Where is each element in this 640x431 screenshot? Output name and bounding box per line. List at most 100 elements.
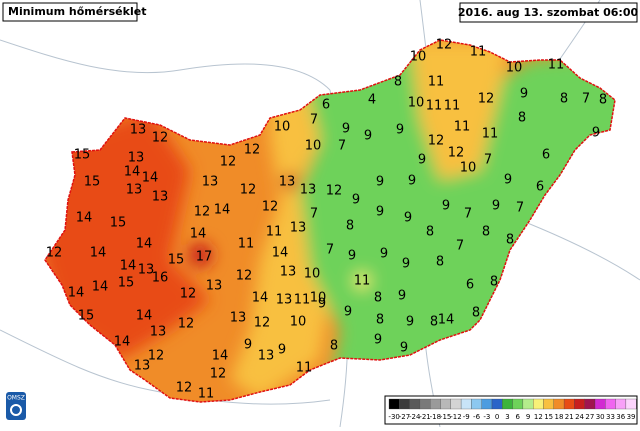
legend-swatch — [543, 398, 554, 410]
station-value: 12 — [236, 269, 253, 284]
station-value: 8 — [506, 233, 514, 248]
station-value: 10 — [408, 96, 425, 111]
station-value: 8 — [394, 75, 402, 90]
legend-label: 3 — [505, 413, 509, 421]
legend-label: 33 — [606, 413, 615, 421]
station-value: 14 — [120, 259, 137, 274]
station-value: 12 — [178, 317, 195, 332]
legend-label: -3 — [483, 413, 490, 421]
legend-swatch — [419, 398, 431, 410]
station-value: 11 — [482, 127, 499, 142]
station-value: 12 — [180, 287, 197, 302]
station-value: 14 — [214, 203, 231, 218]
station-value: 14 — [124, 165, 141, 180]
station-value: 7 — [310, 207, 318, 222]
station-value: 9 — [396, 123, 404, 138]
station-value: 13 — [126, 183, 143, 198]
legend-swatch — [615, 398, 627, 410]
station-value: 12 — [254, 316, 271, 331]
station-value: 11 — [548, 58, 565, 73]
legend-swatch — [533, 398, 544, 410]
station-value: 11 — [428, 75, 445, 90]
station-value: 14 — [136, 309, 153, 324]
legend-swatch — [594, 398, 606, 410]
legend-swatch — [471, 398, 482, 410]
title: Minimum hőmérséklet — [8, 5, 146, 18]
station-value: 12 — [240, 183, 257, 198]
station-value: 9 — [492, 199, 500, 214]
station-value: 12 — [244, 143, 261, 158]
legend-label: 15 — [544, 413, 553, 421]
station-value: 14 — [190, 227, 207, 242]
station-value: 14 — [212, 349, 229, 364]
station-value: 13 — [138, 263, 155, 278]
legend-swatch — [584, 398, 596, 410]
station-value: 13 — [230, 311, 247, 326]
station-value: 8 — [430, 315, 438, 330]
title-box — [2, 2, 138, 22]
station-value: 8 — [436, 255, 444, 270]
station-value: 10 — [304, 267, 321, 282]
legend-swatch — [574, 398, 585, 410]
legend-swatch — [440, 398, 451, 410]
station-value: 13 — [300, 183, 317, 198]
station-value: 8 — [482, 225, 490, 240]
station-value: 12 — [326, 184, 343, 199]
station-value: 15 — [78, 309, 95, 324]
legend-swatch — [522, 398, 534, 410]
station-value: 9 — [278, 343, 286, 358]
station-value: 9 — [374, 333, 382, 348]
station-value: 12 — [262, 200, 279, 215]
legend-swatch — [553, 398, 565, 410]
station-value: 9 — [404, 211, 412, 226]
station-value: 14 — [252, 291, 269, 306]
station-value: 12 — [448, 146, 465, 161]
legend-label: 6 — [516, 413, 521, 421]
station-value: 15 — [74, 148, 91, 163]
legend-label: -12 — [450, 413, 461, 421]
station-value: 11 — [426, 99, 443, 114]
station-value: 13 — [279, 175, 296, 190]
legend-swatch — [399, 398, 410, 410]
station-value: 9 — [418, 153, 426, 168]
station-value: 13 — [206, 279, 223, 294]
station-value: 8 — [426, 225, 434, 240]
legend-label: 21 — [565, 413, 574, 421]
station-value: 17 — [196, 250, 213, 265]
logo-mark — [10, 404, 22, 416]
station-value: 9 — [442, 199, 450, 214]
station-value: 13 — [290, 221, 307, 236]
legend-label: -6 — [473, 413, 481, 421]
station-value: 8 — [599, 93, 607, 108]
station-value: 14 — [438, 313, 455, 328]
station-value: 9 — [400, 341, 408, 356]
station-value: 15 — [84, 175, 101, 190]
station-value: 8 — [560, 92, 568, 107]
station-value: 9 — [520, 87, 528, 102]
station-value: 12 — [436, 38, 453, 53]
station-value: 12 — [152, 131, 169, 146]
legend-label: -15 — [440, 413, 451, 421]
station-value: 8 — [472, 306, 480, 321]
station-value: 9 — [402, 257, 410, 272]
legend-label: -18 — [430, 413, 441, 421]
station-value: 9 — [376, 175, 384, 190]
station-value: 9 — [342, 122, 350, 137]
station-value: 9 — [376, 205, 384, 220]
station-value: 12 — [148, 349, 165, 364]
station-value: 16 — [152, 271, 169, 286]
legend-label: -24 — [409, 413, 421, 421]
station-value: 8 — [330, 339, 338, 354]
station-value: 9 — [406, 315, 414, 330]
station-value: 11 — [198, 387, 215, 402]
station-value: 7 — [310, 113, 318, 128]
legend-label: 27 — [585, 413, 594, 421]
legend-swatch — [512, 398, 524, 410]
station-value: 9 — [504, 173, 512, 188]
station-value: 7 — [464, 207, 472, 222]
legend-label: 0 — [495, 413, 499, 421]
legend-label: -9 — [463, 413, 470, 421]
legend-swatch — [491, 398, 503, 410]
